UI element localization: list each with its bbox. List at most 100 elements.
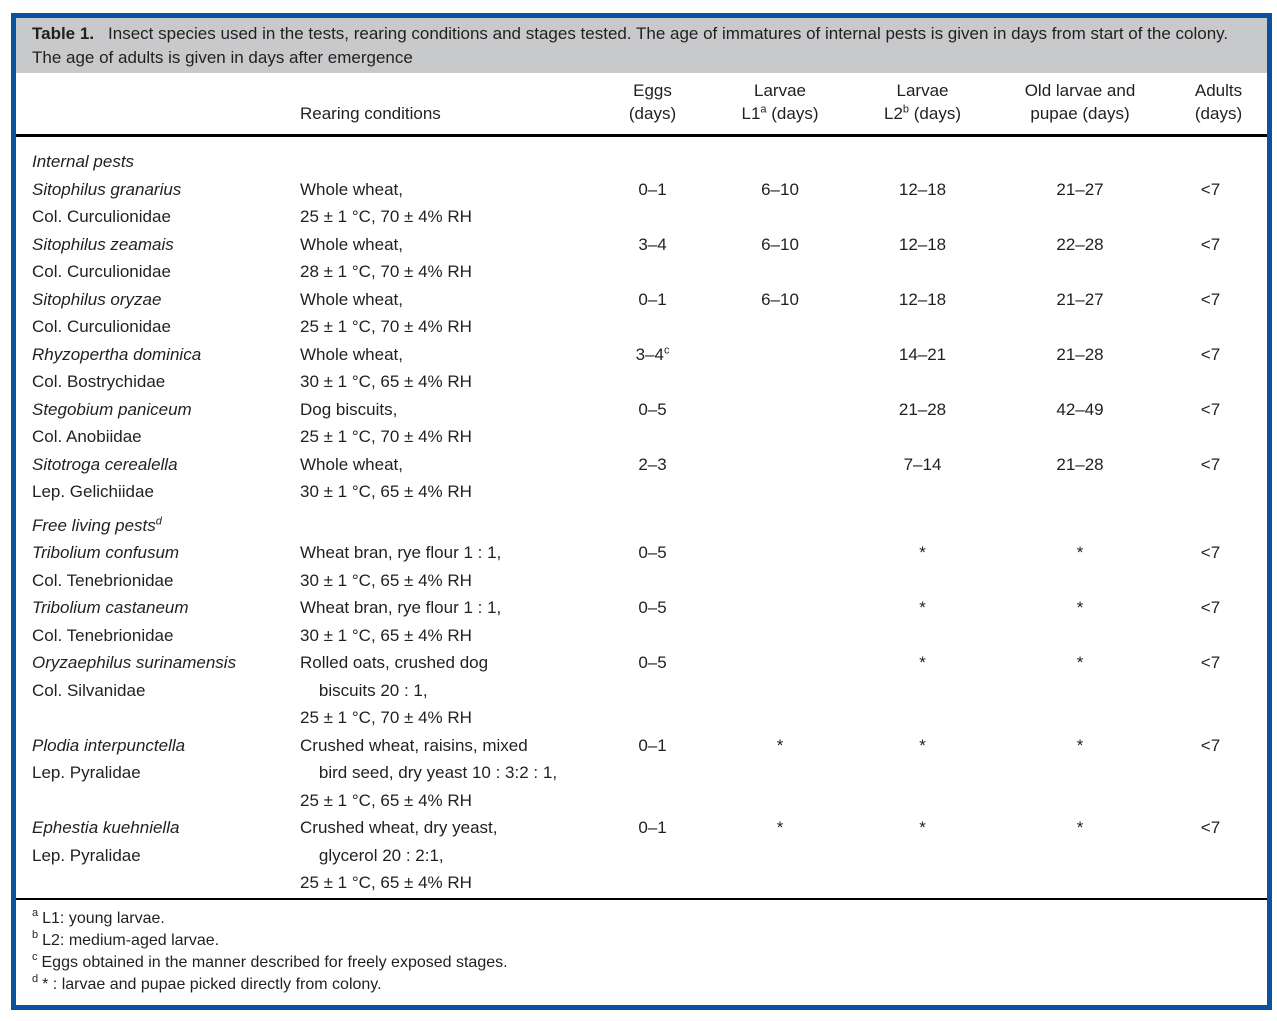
header-row: Rearing conditions Eggs (days) Larvae L1… (16, 73, 1267, 137)
adults-value: <7 (1200, 818, 1221, 837)
footnote-text: * : larvae and pupae picked directly fro… (42, 975, 382, 993)
larvae-l1-value (705, 341, 855, 396)
header-line: pupae (days) (1030, 104, 1130, 123)
old-larvae-pupae-value: 21–27 (1056, 179, 1104, 199)
family-name: Col. Curculionidae (32, 207, 171, 226)
rearing-conditions: Whole wheat, 25 ± 1 °C, 70 ± 4% RH (300, 179, 472, 227)
rearing-conditions: Whole wheat, 25 ± 1 °C, 70 ± 4% RH (300, 289, 472, 337)
adults-value: <7 (1200, 598, 1221, 617)
family-name: Lep. Gelichiidae (32, 482, 154, 501)
eggs-value: 0–1 (638, 289, 667, 309)
family-name: Col. Curculionidae (32, 262, 171, 281)
adults-value: <7 (1200, 543, 1221, 562)
family-name: Col. Bostrychidae (32, 372, 166, 391)
species-name: Oryzaephilus surinamensis (32, 653, 237, 672)
header-line: L2b (days) (883, 103, 961, 123)
footnote-text: L1: young larvae. (42, 909, 165, 927)
species-name: Plodia interpunctella (32, 735, 186, 755)
eggs-value: 0–5 (638, 653, 667, 672)
family-name: Col. Anobiidae (32, 427, 142, 446)
larvae-l2-value: * (919, 818, 926, 837)
family-name: Col. Tenebrionidae (32, 625, 174, 645)
footnote-marker: c (32, 951, 38, 964)
old-larvae-pupae-value: * (1076, 653, 1084, 672)
species-table: Rearing conditions Eggs (days) Larvae L1… (16, 73, 1267, 897)
family-name: Col. Tenebrionidae (32, 570, 174, 590)
eggs-value: 3–4 (638, 234, 667, 254)
col-header-old-larvae-pupae: Old larvae and pupae (days) (990, 73, 1170, 137)
larvae-l2-value: * (919, 735, 926, 755)
old-larvae-pupae-value: 42–49 (1056, 399, 1104, 419)
larvae-l1-value (705, 594, 855, 649)
rearing-conditions: Whole wheat, 30 ± 1 °C, 65 ± 4% RH (300, 454, 472, 502)
rearing-conditions: Crushed wheat, raisins, mixed bird seed,… (300, 735, 558, 810)
larvae-l1-value: 6–10 (761, 234, 799, 254)
family-name: Lep. Pyralidae (32, 763, 141, 782)
species-name: Stegobium paniceum (32, 399, 192, 419)
rearing-conditions: Whole wheat, 30 ± 1 °C, 65 ± 4% RH (300, 344, 472, 392)
table-row: Tribolium castaneum Col. Tenebrionidae W… (16, 594, 1267, 649)
col-header-rearing: Rearing conditions (300, 73, 600, 137)
col-header-larvae-l2: Larvae L2b (days) (855, 73, 990, 137)
species-name: Rhyzopertha dominica (32, 344, 202, 364)
family-name: Col. Curculionidae (32, 317, 171, 336)
old-larvae-pupae-value: * (1076, 818, 1084, 837)
footnote-marker: b (32, 929, 39, 942)
eggs-value: 0–5 (638, 399, 667, 419)
old-larvae-pupae-value: 21–27 (1056, 289, 1104, 309)
eggs-value: 0–1 (638, 735, 667, 755)
footnote-marker: b (902, 103, 910, 116)
table-row: Sitophilus granarius Col. Curculionidae … (16, 176, 1267, 231)
table-row: Oryzaephilus surinamensis Col. Silvanida… (16, 649, 1267, 732)
footnote-marker: a (760, 103, 767, 116)
footnote-text: L2: medium-aged larvae. (42, 931, 220, 949)
header-line: (days) (1194, 104, 1243, 123)
section-title: Internal pests (32, 152, 135, 171)
old-larvae-pupae-value: * (1076, 543, 1084, 562)
species-name: Tribolium castaneum (32, 598, 189, 617)
col-header-species (16, 73, 300, 137)
species-name: Sitotroga cerealella (32, 454, 178, 474)
old-larvae-pupae-value: * (1076, 598, 1084, 617)
table-header: Rearing conditions Eggs (days) Larvae L1… (16, 73, 1267, 137)
eggs-value: 3–4c (635, 343, 670, 364)
larvae-l2-value: * (919, 653, 926, 672)
rearing-conditions: Crushed wheat, dry yeast, glycerol 20 : … (300, 818, 498, 892)
table-frame: Table 1. Insect species used in the tests… (11, 13, 1272, 1010)
footnote-c: c Eggs obtained in the manner described f… (32, 952, 1251, 974)
caption-label: Table 1. (32, 24, 95, 43)
table-row: Plodia interpunctella Lep. Pyralidae Cru… (16, 732, 1267, 815)
section-header-free-living-pests: Free living pestsd (16, 506, 1267, 540)
larvae-l1-value: * (776, 818, 784, 837)
footnotes: a L1: young larvae. b L2: medium-aged larv… (16, 897, 1267, 996)
family-name: Lep. Pyralidae (32, 845, 141, 865)
eggs-value: 0–1 (638, 179, 667, 199)
table-row: Tribolium confusum Col. Tenebrionidae Wh… (16, 539, 1267, 594)
species-name: Tribolium confusum (32, 543, 180, 562)
footnote-text: Eggs obtained in the manner described fo… (41, 953, 508, 971)
footnote-marker: c (663, 343, 670, 356)
adults-value: <7 (1200, 179, 1221, 199)
adults-value: <7 (1200, 234, 1221, 254)
larvae-l1-value (705, 396, 855, 451)
larvae-l1-value (705, 649, 855, 732)
footnote-marker: d (32, 973, 39, 986)
header-line: (days) (628, 104, 677, 123)
header-line: Old larvae and (1024, 81, 1136, 100)
larvae-l1-value (705, 451, 855, 506)
rearing-conditions: Rolled oats, crushed dog biscuits 20 : 1… (300, 653, 489, 727)
eggs-value: 0–1 (638, 818, 667, 837)
col-header-eggs: Eggs (days) (600, 73, 705, 137)
larvae-l2-value: 12–18 (898, 289, 947, 309)
rearing-conditions: Wheat bran, rye flour 1 : 1, 30 ± 1 °C, … (300, 543, 502, 590)
old-larvae-pupae-value: * (1076, 735, 1084, 755)
footnote-a: a L1: young larvae. (32, 908, 1251, 930)
eggs-value: 0–5 (638, 543, 667, 562)
table-caption: Table 1. Insect species used in the tests… (16, 18, 1267, 73)
old-larvae-pupae-value: 21–28 (1056, 454, 1104, 474)
species-name: Sitophilus granarius (32, 179, 182, 199)
rearing-conditions: Wheat bran, rye flour 1 : 1, 30 ± 1 °C, … (300, 598, 502, 645)
header-line: Eggs (633, 81, 672, 100)
footnote-d: d * : larvae and pupae picked directly fr… (32, 974, 1251, 996)
table-row: Ephestia kuehniella Lep. Pyralidae Crush… (16, 814, 1267, 897)
